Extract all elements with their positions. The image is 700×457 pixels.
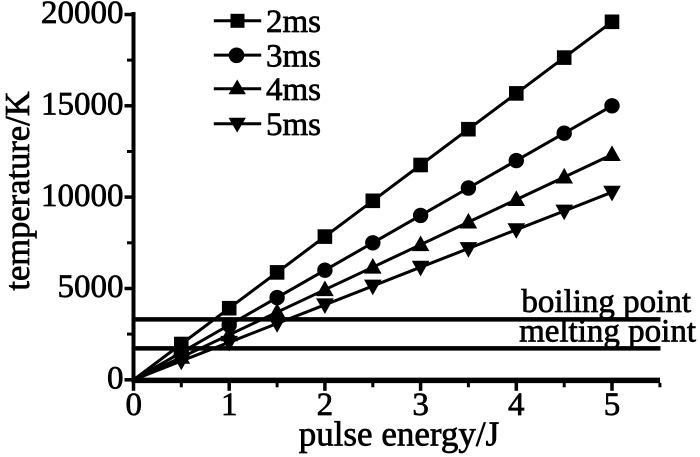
svg-text:2: 2 [317,387,334,423]
svg-text:3: 3 [412,387,429,423]
svg-text:boiling point: boiling point [521,284,691,320]
svg-text:15000: 15000 [41,87,124,123]
svg-text:20000: 20000 [41,0,124,31]
svg-text:1: 1 [221,387,238,423]
svg-text:3ms: 3ms [266,39,321,75]
svg-text:4: 4 [508,387,525,423]
svg-text:0: 0 [107,361,124,397]
svg-text:2ms: 2ms [266,4,321,40]
svg-text:5: 5 [604,387,621,423]
svg-text:10000: 10000 [41,178,124,214]
svg-text:5000: 5000 [58,269,124,305]
svg-text:4ms: 4ms [266,72,321,108]
svg-text:melting point: melting point [519,314,696,350]
svg-text:5ms: 5ms [266,107,321,143]
svg-text:pulse energy/J: pulse energy/J [299,414,500,453]
svg-text:temperature/K: temperature/K [0,91,37,290]
svg-text:0: 0 [126,387,143,423]
